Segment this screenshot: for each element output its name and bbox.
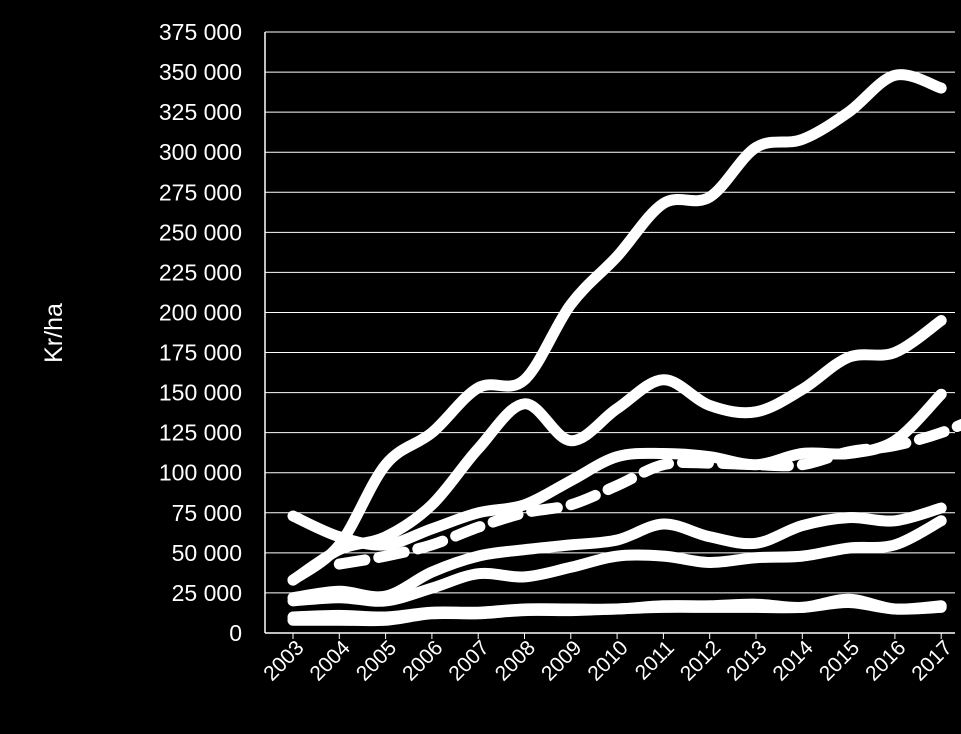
y-tick-label: 0	[229, 620, 242, 646]
x-tick-label: 2006	[398, 636, 447, 685]
y-tick-label: 275 000	[159, 179, 242, 205]
x-tick-label: 2004	[306, 636, 356, 686]
x-axis-ticks: 2003200420052006200720082009201020112012…	[259, 633, 957, 686]
x-tick-label: 2016	[861, 636, 910, 685]
y-tick-label: 200 000	[159, 299, 242, 325]
series-line-dashed	[333, 418, 961, 570]
y-axis-ticks: 0 25 000 50 000 75 000 100 000 125 000 150 000…	[159, 19, 242, 646]
x-tick-label: 2008	[491, 636, 540, 685]
y-tick-label: 50 000	[172, 540, 242, 566]
x-tick-label: 2007	[444, 636, 493, 685]
x-tick-label: 2013	[722, 636, 771, 685]
y-tick-label: 225 000	[159, 259, 242, 285]
y-tick-label: 75 000	[172, 500, 242, 526]
y-tick-label: 25 000	[172, 580, 242, 606]
series-line-1	[287, 69, 947, 586]
y-tick-label: 150 000	[159, 380, 242, 406]
series-line-8	[287, 596, 947, 627]
x-tick-label: 2015	[815, 636, 864, 685]
y-tick-label: 325 000	[159, 99, 242, 125]
x-tick-label: 2009	[537, 636, 586, 685]
series-line-2	[287, 315, 947, 586]
series-line-6	[287, 515, 947, 607]
x-tick-label: 2010	[583, 636, 632, 685]
x-tick-label: 2014	[769, 636, 819, 686]
y-tick-label: 375 000	[159, 19, 242, 45]
y-tick-label: 300 000	[159, 139, 242, 165]
y-tick-label: 350 000	[159, 59, 242, 85]
y-tick-label: 125 000	[159, 420, 242, 446]
x-tick-label: 2017	[907, 636, 956, 685]
y-tick-label: 250 000	[159, 219, 242, 245]
x-tick-label: 2011	[631, 636, 679, 684]
x-tick-label: 2003	[259, 636, 308, 685]
series-line-5	[287, 502, 947, 604]
x-tick-label: 2012	[676, 636, 725, 685]
x-tick-label: 2005	[352, 636, 401, 685]
y-tick-label: 175 000	[159, 340, 242, 366]
y-axis-label: Kr/ha	[40, 303, 68, 363]
series-lines	[287, 69, 961, 627]
y-tick-label: 100 000	[159, 460, 242, 486]
